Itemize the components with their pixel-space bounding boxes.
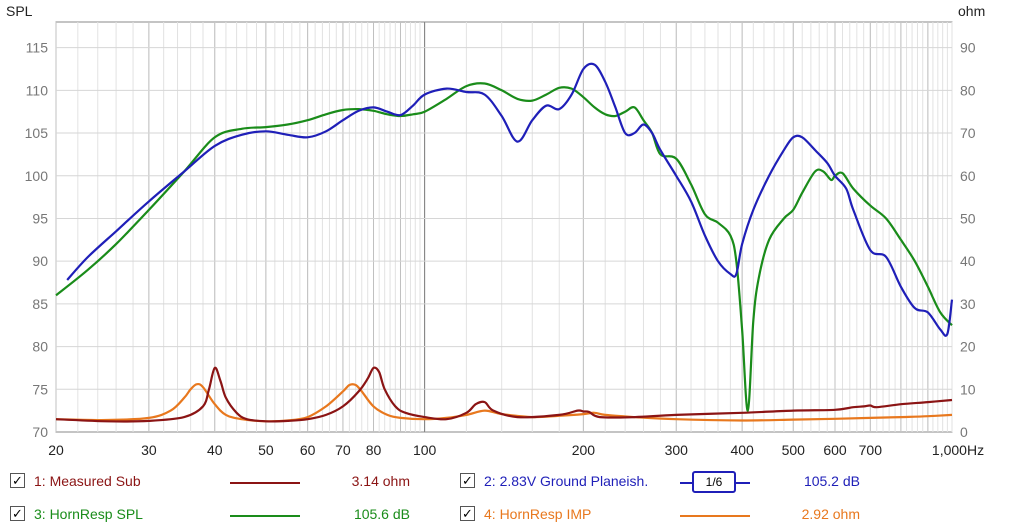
x-tick-label: 600 <box>823 442 847 458</box>
legend: ✓ 1: Measured Sub 3.14 ohm ✓ 2: 2.83V Gr… <box>0 464 1024 531</box>
frequency-response-chart: 20 30 40 50 60 70 80 100 200 300 400 500 600 700 1,000… <box>6 3 985 458</box>
legend-label-hornresp-imp: 4: HornResp IMP <box>484 506 592 522</box>
legend-label-measured-sub: 1: Measured Sub <box>34 473 141 489</box>
legend-line-hornresp-spl <box>230 515 300 517</box>
legend-label-hornresp-spl: 3: HornResp SPL <box>34 506 143 522</box>
y-tick-label-left: 115 <box>26 40 49 56</box>
x-tick-label: 700 <box>859 442 883 458</box>
x-tick-label: 400 <box>730 442 754 458</box>
x-tick-label: 200 <box>572 442 596 458</box>
y-tick-label-left: 90 <box>32 253 48 269</box>
x-tick-label: 80 <box>366 442 382 458</box>
x-tick-label: 300 <box>665 442 689 458</box>
series-line-hornresp-spl <box>55 82 953 412</box>
x-tick-label: 60 <box>300 442 316 458</box>
y-tick-label-left: 70 <box>32 424 48 440</box>
axis-ticks: 20 30 40 50 60 70 80 100 200 300 400 500 600 700 1,000… <box>25 40 984 458</box>
y-tick-label-right: 0 <box>960 424 968 440</box>
legend-value-measured-sub: 3.14 ohm <box>351 473 410 489</box>
y-tick-label-right: 40 <box>960 253 976 269</box>
y-tick-label-right: 70 <box>960 125 976 141</box>
series-line-measured-sub <box>55 366 953 423</box>
series-line-hornresp-imp <box>55 382 953 423</box>
y-tick-label-left: 110 <box>26 82 49 98</box>
x-tick-label: 30 <box>141 442 157 458</box>
checkbox-measured-sub[interactable]: ✓ <box>10 473 25 488</box>
smoothing-badge[interactable]: 1/6 <box>692 471 736 493</box>
x-tick-label: 40 <box>207 442 223 458</box>
y-tick-label-right: 80 <box>960 82 976 98</box>
y-tick-label-left: 75 <box>32 381 48 397</box>
legend-line-measured-sub <box>230 482 300 484</box>
y-tick-label-left: 85 <box>32 296 48 312</box>
x-tick-label: 1,000Hz <box>932 442 984 458</box>
x-tick-label: 500 <box>782 442 806 458</box>
y-axis-right-label: ohm <box>958 3 985 19</box>
x-tick-label: 70 <box>335 442 351 458</box>
checkbox-hornresp-imp[interactable]: ✓ <box>460 506 475 521</box>
x-tick-label: 100 <box>413 442 437 458</box>
y-tick-label-right: 20 <box>960 339 976 355</box>
series-line-2-83v-ground-planeish <box>66 62 954 337</box>
y-tick-label-left: 100 <box>25 168 49 184</box>
y-tick-label-right: 50 <box>960 210 976 226</box>
y-axis-left-label: SPL <box>6 3 33 19</box>
legend-value-hornresp-spl: 105.6 dB <box>353 506 410 522</box>
y-tick-label-right: 10 <box>960 381 976 397</box>
y-tick-label-right: 90 <box>960 40 976 56</box>
y-tick-label-right: 60 <box>960 168 976 184</box>
legend-value-hornresp-imp: 2.92 ohm <box>801 506 860 522</box>
curves <box>55 62 954 423</box>
y-tick-label-left: 95 <box>32 210 48 226</box>
checkbox-ground-planeish[interactable]: ✓ <box>460 473 475 488</box>
y-tick-label-right: 30 <box>960 296 976 312</box>
x-tick-label: 20 <box>48 442 64 458</box>
grid <box>55 22 953 432</box>
checkbox-hornresp-spl[interactable]: ✓ <box>10 506 25 521</box>
legend-label-ground-planeish: 2: 2.83V Ground Planeish. <box>484 473 649 489</box>
legend-value-ground-planeish: 105.2 dB <box>803 473 860 489</box>
x-tick-label: 50 <box>258 442 274 458</box>
legend-line-hornresp-imp <box>680 515 750 517</box>
y-tick-label-left: 80 <box>32 339 48 355</box>
y-tick-label-left: 105 <box>25 125 49 141</box>
